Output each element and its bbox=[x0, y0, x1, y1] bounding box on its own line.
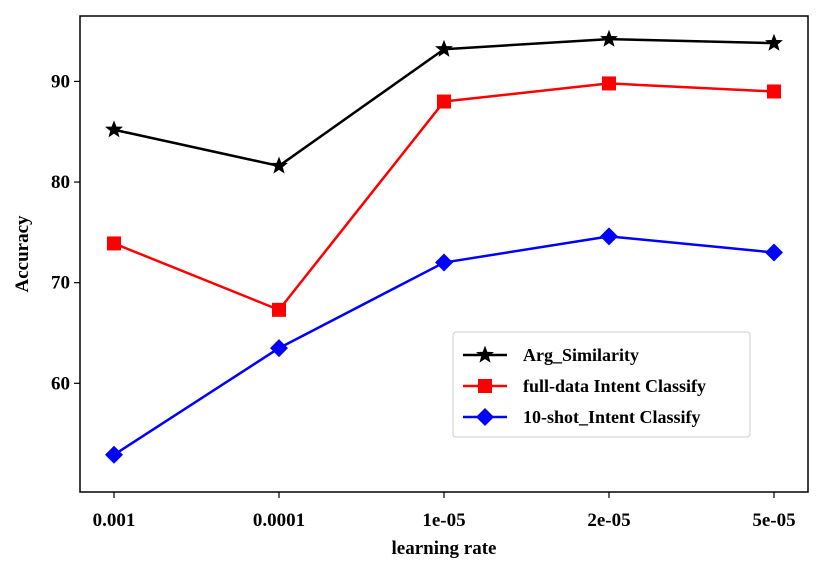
legend-label: Arg_Similarity bbox=[523, 345, 639, 365]
data-point-s1-2 bbox=[270, 156, 288, 174]
x-axis-title: learning rate bbox=[391, 538, 496, 559]
data-point-s3-3 bbox=[435, 253, 453, 272]
data-point-s2-4 bbox=[602, 76, 616, 91]
x-axis-ticks: 0.001 0.0001 1e-05 2e-05 5e-05 bbox=[93, 492, 796, 531]
series-line-2 bbox=[113, 82, 775, 312]
legend-label: full-data Intent Classify bbox=[523, 376, 706, 396]
x-tick-label: 0.001 bbox=[93, 510, 136, 531]
data-point-s2-2 bbox=[272, 302, 286, 317]
data-point-s1-1 bbox=[105, 120, 123, 138]
legend-marker-swatch bbox=[478, 379, 492, 393]
data-point-s1-3 bbox=[435, 39, 453, 57]
legend-items: Arg_Similarity full-data Intent Classify 1… bbox=[463, 345, 706, 427]
legend-item-3: 10-shot_Intent Classify bbox=[463, 407, 701, 427]
data-point-s1-5 bbox=[765, 33, 783, 51]
y-tick-label: 90 bbox=[51, 71, 70, 92]
data-point-s3-4 bbox=[600, 227, 618, 246]
y-tick-label: 70 bbox=[51, 273, 70, 294]
legend-label: 10-shot_Intent Classify bbox=[523, 407, 701, 427]
y-tick-label: 60 bbox=[51, 373, 70, 394]
x-tick-label: 5e-05 bbox=[752, 510, 795, 531]
x-tick-label: 0.0001 bbox=[253, 510, 305, 531]
y-tick-label: 80 bbox=[51, 172, 70, 193]
data-point-s2-1 bbox=[107, 236, 121, 251]
data-point-s2-5 bbox=[767, 84, 781, 99]
legend-marker-swatch bbox=[476, 345, 494, 363]
data-point-s3-1 bbox=[105, 445, 123, 464]
data-point-s3-2 bbox=[270, 339, 288, 358]
legend-box bbox=[452, 331, 751, 438]
y-axis-ticks: 60 70 80 90 bbox=[51, 71, 80, 394]
legend-item-1: Arg_Similarity bbox=[463, 345, 639, 365]
data-point-s1-4 bbox=[600, 29, 618, 47]
y-axis-title: Accuracy bbox=[12, 215, 33, 293]
x-tick-label: 2e-05 bbox=[587, 510, 630, 531]
legend-item-2: full-data Intent Classify bbox=[463, 376, 706, 396]
legend-marker-swatch bbox=[476, 408, 494, 426]
x-tick-label: 1e-05 bbox=[422, 510, 465, 531]
legend: Arg_Similarity full-data Intent Classify 1… bbox=[452, 331, 751, 438]
data-point-s2-3 bbox=[437, 94, 451, 109]
series-markers bbox=[105, 29, 783, 464]
data-point-s3-5 bbox=[765, 243, 783, 262]
